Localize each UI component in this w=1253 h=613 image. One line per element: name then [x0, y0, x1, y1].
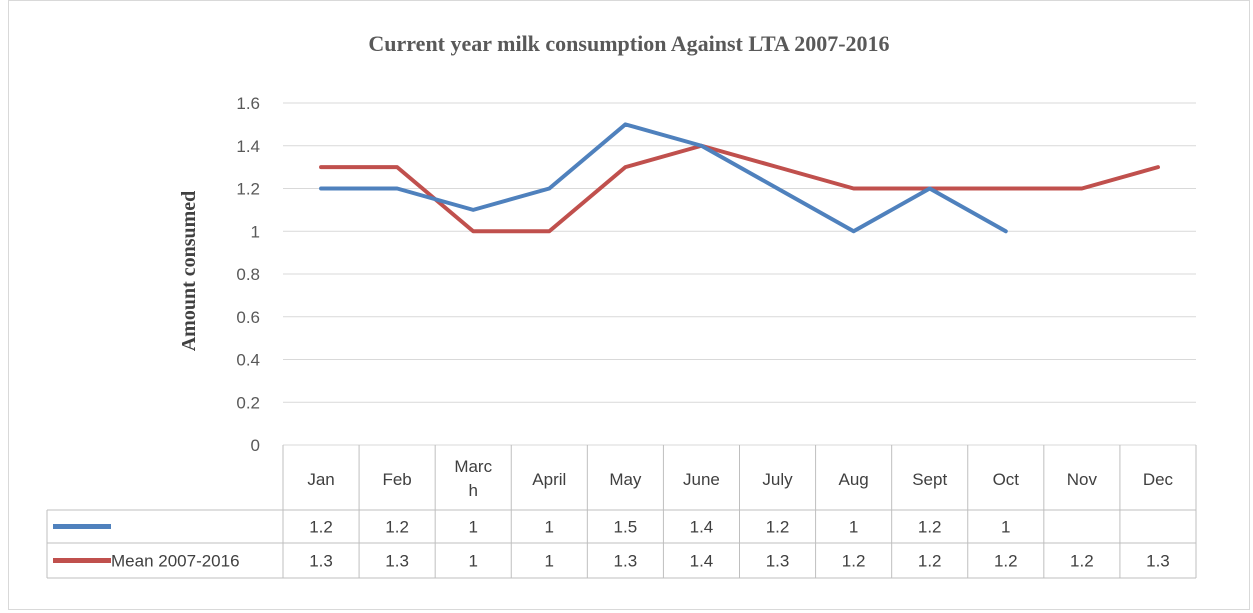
y-tick-label: 1.4	[236, 137, 260, 156]
y-tick-label: 1	[251, 222, 260, 241]
data-table-value: 1.2	[1070, 552, 1094, 571]
series-line	[319, 143, 1160, 234]
y-tick-label: 0.4	[236, 351, 260, 370]
x-tick-label: Oct	[993, 470, 1020, 489]
data-table-value: 1.3	[766, 552, 790, 571]
data-table-value: 1.2	[766, 518, 790, 537]
data-table-value: 1.2	[309, 518, 333, 537]
line-chart: Current year milk consumption Against LT…	[46, 31, 1197, 579]
y-tick-label: 0.2	[236, 393, 260, 412]
y-tick-label: 1.2	[236, 180, 260, 199]
y-tick-label: 0.8	[236, 265, 260, 284]
chart-frame: Current year milk consumption Against LT…	[8, 0, 1250, 610]
x-tick-label: Marc	[454, 457, 492, 476]
data-table-value: 1	[468, 518, 477, 537]
x-tick-label: May	[609, 470, 642, 489]
x-tick-label: h	[468, 481, 477, 500]
data-table-value: 1.4	[690, 552, 714, 571]
chart-title: Current year milk consumption Against LT…	[368, 31, 889, 56]
series-line	[319, 122, 1008, 234]
data-table-value: 1	[468, 552, 477, 571]
data-table-value: 1.2	[385, 518, 409, 537]
data-table-value: 1.2	[994, 552, 1018, 571]
x-tick-label: Jan	[307, 470, 334, 489]
y-tick-label: 0.6	[236, 308, 260, 327]
x-tick-label: April	[532, 470, 566, 489]
data-table-value: 1.2	[918, 518, 942, 537]
data-table-value: 1	[545, 518, 554, 537]
x-tick-label: July	[762, 470, 793, 489]
series-name: Mean 2007-2016	[111, 552, 240, 571]
data-table-value: 1.3	[309, 552, 333, 571]
y-tick-label: 1.6	[236, 94, 260, 113]
x-tick-label: Dec	[1143, 470, 1174, 489]
data-table-value: 1.3	[1146, 552, 1170, 571]
x-tick-label: Nov	[1067, 470, 1098, 489]
data-table-value: 1.5	[614, 518, 638, 537]
x-tick-label: Aug	[839, 470, 869, 489]
data-table-value: 1	[545, 552, 554, 571]
data-table-value: 1.3	[385, 552, 409, 571]
data-table-value: 1	[1001, 518, 1010, 537]
data-table-value: 1.2	[842, 552, 866, 571]
data-table-value: 1	[849, 518, 858, 537]
data-table-value: 1.3	[614, 552, 638, 571]
x-tick-label: Feb	[382, 470, 411, 489]
x-tick-label: Sept	[912, 470, 947, 489]
x-tick-label: June	[683, 470, 720, 489]
data-table-value: 1.2	[918, 552, 942, 571]
y-tick-label: 0	[251, 436, 260, 455]
data-table-value: 1.4	[690, 518, 714, 537]
y-axis-label: Amount consumed	[178, 191, 200, 352]
